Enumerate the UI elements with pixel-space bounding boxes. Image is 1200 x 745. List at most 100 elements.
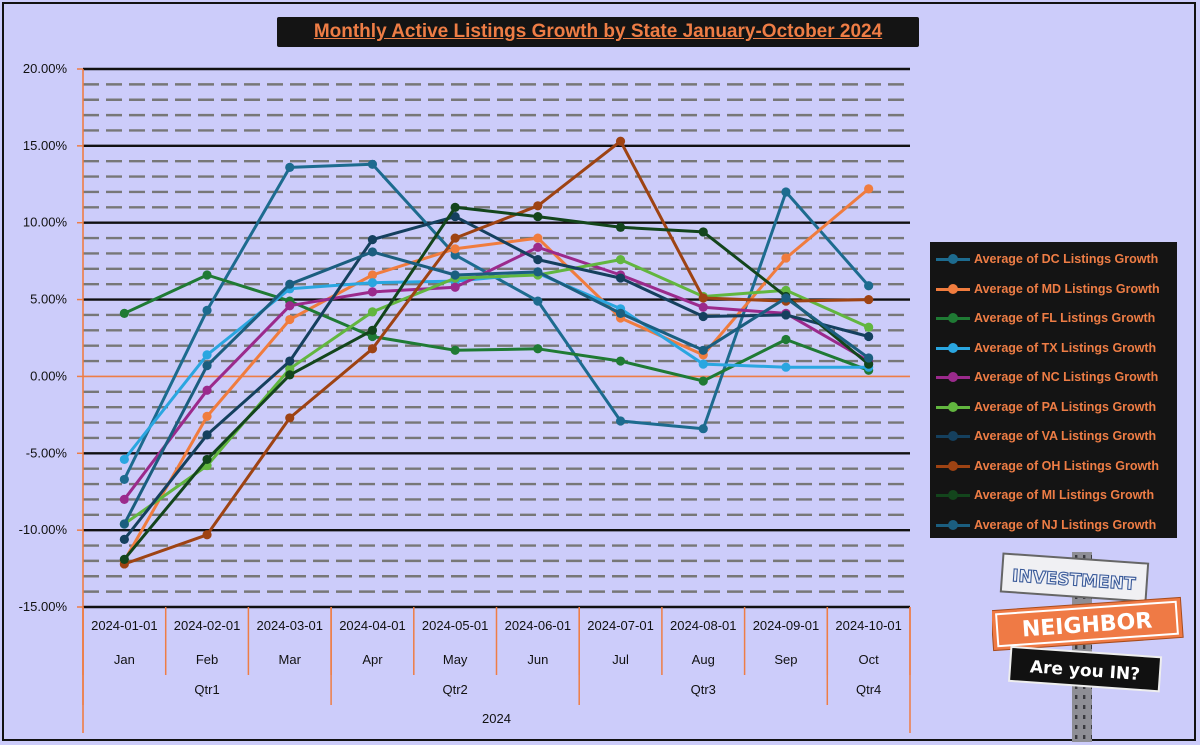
series-line (122, 187, 870, 562)
y-tick-label: 0.00% (30, 368, 67, 383)
legend-item: Average of OH Listings Growth (930, 456, 1177, 476)
series-point (285, 314, 295, 325)
series-point (367, 287, 378, 297)
series-point (533, 201, 543, 211)
series-point (864, 281, 874, 291)
y-tick-label: -10.00% (19, 522, 68, 537)
x-date-label: 2024-02-01 (174, 618, 241, 633)
series-point (367, 344, 378, 354)
series-point (367, 235, 378, 245)
x-date-label: 2024-06-01 (505, 618, 572, 633)
legend-label: Average of MI Listings Growth (974, 488, 1155, 502)
legend-label: Average of VA Listings Growth (974, 429, 1157, 443)
series-point (781, 310, 791, 320)
y-tick-label: 5.00% (30, 292, 67, 307)
x-month-label: Mar (279, 652, 302, 667)
series-point (202, 454, 212, 465)
x-month-label: Oct (859, 652, 880, 667)
legend-swatch (936, 400, 970, 414)
x-quarter-label: Qtr2 (443, 682, 468, 697)
series-point (864, 184, 874, 194)
series-line (123, 245, 870, 501)
series-point (285, 301, 295, 311)
legend-label: Average of OH Listings Growth (974, 458, 1159, 473)
x-quarter-label: Qtr4 (856, 682, 881, 697)
series-point (533, 242, 543, 252)
series-point (698, 293, 708, 303)
series-point (698, 359, 708, 369)
series-point (367, 278, 378, 288)
x-date-label: 2024-05-01 (422, 618, 489, 633)
series-point (615, 136, 626, 146)
x-month-label: Feb (196, 652, 218, 667)
legend-item: Average of FL Listings Growth (930, 308, 1177, 328)
series-point (450, 202, 460, 212)
legend-label: Average of PA Listings Growth (974, 399, 1157, 414)
series-point (615, 255, 626, 265)
x-date-label: 2024-01-01 (91, 618, 158, 633)
legend-swatch (936, 518, 970, 532)
series-group (119, 247, 874, 529)
legend-label: Average of NJ Listings Growth (974, 517, 1157, 532)
legend-swatch (936, 459, 970, 473)
series-point (285, 279, 295, 289)
series-line (123, 205, 870, 561)
series-point (864, 322, 874, 332)
series-point (698, 345, 708, 355)
legend-swatch (936, 282, 970, 296)
y-tick-label: -15.00% (19, 599, 68, 614)
legend-item: Average of DC Listings Growth (930, 249, 1177, 269)
series-point (615, 416, 626, 426)
legend-label: Average of DC Listings Growth (974, 252, 1159, 266)
series-group (119, 136, 874, 569)
series-point (698, 376, 708, 386)
series-point (533, 255, 543, 265)
series-point (285, 356, 295, 366)
series-point (285, 162, 295, 172)
series-point (367, 247, 378, 257)
series-point (864, 353, 874, 363)
legend-swatch (936, 488, 970, 502)
series-point (202, 385, 212, 395)
series-point (698, 302, 708, 312)
series-point (119, 494, 129, 504)
series-point (781, 187, 791, 197)
series-point (698, 227, 708, 237)
legend-label: Average of TX Listings Growth (974, 340, 1157, 355)
legend-item: Average of NC Listings Growth (930, 367, 1177, 387)
x-date-label: 2024-07-01 (587, 618, 654, 633)
y-tick-label: -5.00% (26, 445, 68, 460)
x-year-label: 2024 (482, 711, 511, 726)
investment-neighbor-logo: INVESTMENT NEIGHBOR Are you IN? (992, 552, 1184, 742)
legend-item: Average of MD Listings Growth (930, 279, 1177, 299)
x-month-label: Aug (692, 652, 715, 667)
x-month-label: Jan (114, 652, 135, 667)
series-point (367, 270, 378, 280)
series-point (119, 534, 129, 544)
series-group (119, 184, 874, 566)
series-group (119, 211, 874, 544)
x-date-label: 2024-04-01 (339, 618, 406, 633)
x-month-label: Jun (527, 652, 548, 667)
series-point (119, 554, 129, 564)
legend-label: Average of NC Listings Growth (974, 370, 1159, 384)
y-tick-label: 20.00% (23, 61, 68, 76)
legend-swatch (936, 252, 970, 266)
series-point (202, 361, 212, 371)
series-point (864, 294, 874, 305)
series-point (698, 424, 708, 434)
chart-title-box: Monthly Active Listings Growth by State … (277, 17, 919, 47)
series-point (450, 282, 460, 292)
series-point (615, 356, 626, 366)
series-group (119, 270, 874, 386)
series-point (119, 519, 129, 529)
x-month-label: May (443, 652, 468, 667)
series-point (202, 350, 212, 360)
series-point (615, 273, 626, 283)
y-tick-label: 10.00% (23, 215, 68, 230)
legend-item: Average of PA Listings Growth (930, 397, 1177, 417)
series-point (450, 211, 460, 222)
series-line (123, 139, 869, 566)
series-point (533, 296, 543, 306)
